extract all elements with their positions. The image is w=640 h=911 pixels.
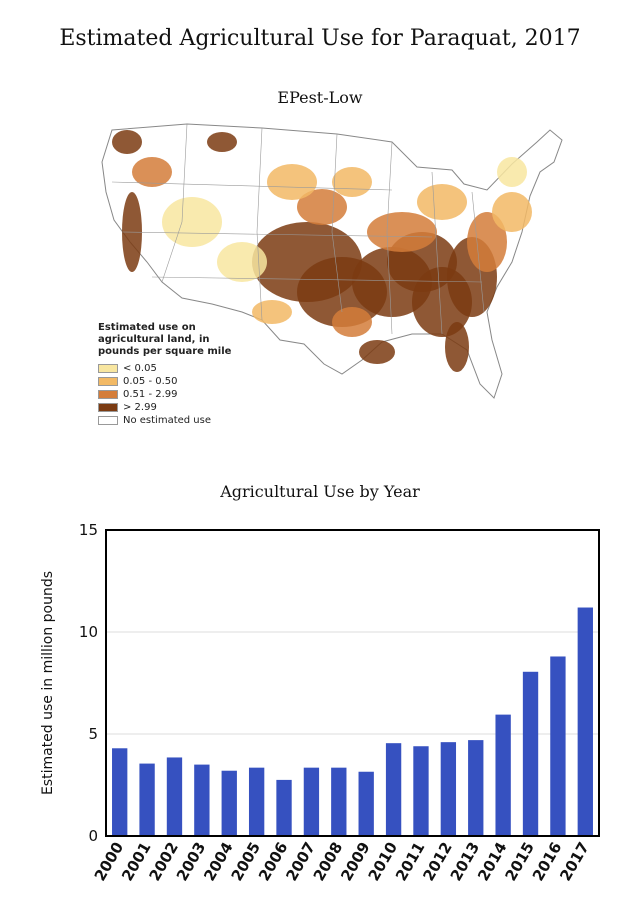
- map-patch: [467, 212, 507, 272]
- y-tick-label: 15: [79, 521, 98, 539]
- bar: [468, 740, 484, 836]
- map-patch: [497, 157, 527, 187]
- state-borders: [111, 123, 485, 335]
- map-patch: [492, 192, 532, 232]
- legend-label: No estimated use: [123, 415, 212, 426]
- map-patch: [252, 300, 292, 324]
- legend-item-medium: 0.51 - 2.99: [98, 388, 248, 401]
- map-patch: [112, 130, 142, 154]
- map-patch: [367, 212, 437, 252]
- map-patch: [332, 167, 372, 197]
- map-patch: [332, 307, 372, 337]
- us-usage-map: [101, 123, 563, 399]
- y-tick-label: 0: [88, 827, 98, 845]
- map-subtitle: EPest-Low: [277, 88, 363, 107]
- legend-label: 0.51 - 2.99: [123, 389, 178, 400]
- legend-label: < 0.05: [123, 363, 157, 374]
- legend-swatch: [98, 416, 118, 425]
- bar: [112, 748, 128, 836]
- map-usage-patches: [112, 130, 532, 372]
- bar: [248, 767, 265, 836]
- map-legend: Estimated use on agricultural land, in p…: [98, 322, 248, 427]
- bar: [522, 671, 539, 836]
- bar: [276, 779, 292, 836]
- legend-label: 0.05 - 0.50: [123, 376, 178, 387]
- bar: [495, 714, 511, 836]
- plot-frame: [105, 529, 600, 837]
- legend-swatch: [98, 403, 118, 412]
- bar: [139, 763, 155, 836]
- map-patch: [445, 322, 469, 372]
- bar: [413, 746, 429, 836]
- y-tick-label: 5: [88, 725, 98, 743]
- bar: [194, 764, 210, 836]
- map-patch: [297, 189, 347, 225]
- y-axis-label: Estimated use in million pounds: [40, 571, 56, 795]
- map-patch: [207, 132, 237, 152]
- chart-title: Agricultural Use by Year: [220, 482, 420, 501]
- bar: [331, 767, 347, 836]
- bar: [577, 607, 593, 836]
- bar: [550, 656, 566, 836]
- bar: [166, 757, 183, 836]
- legend-item-high: > 2.99: [98, 401, 248, 414]
- legend-item-lowest: < 0.05: [98, 362, 248, 375]
- bar: [358, 771, 374, 836]
- map-patch: [132, 157, 172, 187]
- legend-item-low: 0.05 - 0.50: [98, 375, 248, 388]
- bar-chart: 0510152000200120022003200420052006200720…: [40, 521, 600, 884]
- bar: [303, 767, 320, 836]
- x-tick-label: 2017: [556, 839, 592, 884]
- legend-swatch: [98, 364, 118, 373]
- legend-label: > 2.99: [123, 402, 157, 413]
- map-patch: [417, 184, 467, 220]
- map-patch: [162, 197, 222, 247]
- bar: [221, 770, 237, 836]
- page-title: Estimated Agricultural Use for Paraquat,…: [59, 26, 581, 51]
- legend-swatch: [98, 377, 118, 386]
- map-patch: [359, 340, 395, 364]
- bar: [385, 743, 402, 836]
- legend-title: Estimated use on agricultural land, in p…: [98, 322, 232, 357]
- bar: [440, 742, 457, 836]
- map-patch: [217, 242, 267, 282]
- y-tick-label: 10: [79, 623, 98, 641]
- legend-swatch: [98, 390, 118, 399]
- legend-item-none: No estimated use: [98, 414, 248, 427]
- map-patch: [267, 164, 317, 200]
